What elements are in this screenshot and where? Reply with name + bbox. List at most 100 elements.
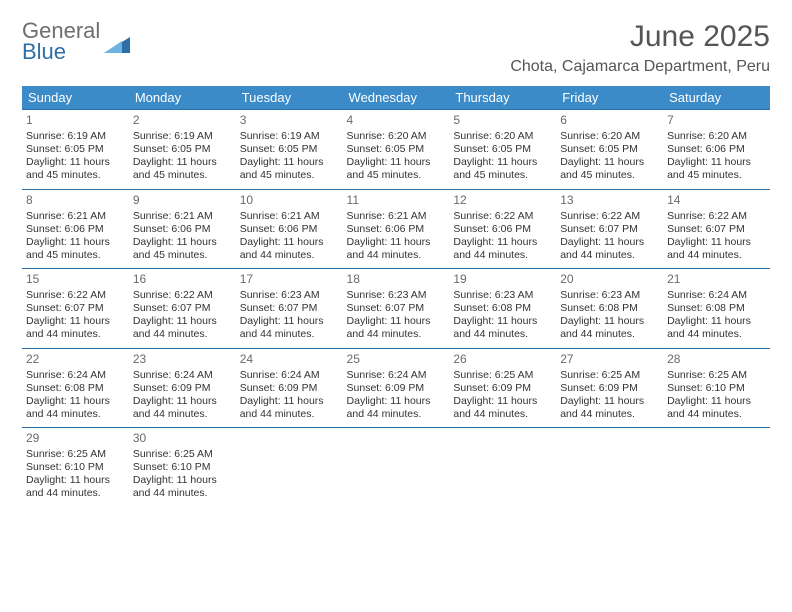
- cell-sunset: Sunset: 6:09 PM: [453, 382, 552, 395]
- cell-d1: Daylight: 11 hours: [667, 236, 766, 249]
- cell-d2: and 45 minutes.: [347, 169, 446, 182]
- calendar-day-cell: 23Sunrise: 6:24 AMSunset: 6:09 PMDayligh…: [129, 348, 236, 428]
- cell-sunset: Sunset: 6:09 PM: [560, 382, 659, 395]
- calendar-day-cell: 5Sunrise: 6:20 AMSunset: 6:05 PMDaylight…: [449, 110, 556, 190]
- cell-d2: and 44 minutes.: [453, 249, 552, 262]
- cell-sunset: Sunset: 6:07 PM: [560, 223, 659, 236]
- cell-d2: and 45 minutes.: [667, 169, 766, 182]
- cell-sunrise: Sunrise: 6:24 AM: [667, 289, 766, 302]
- calendar-day-cell: 8Sunrise: 6:21 AMSunset: 6:06 PMDaylight…: [22, 189, 129, 269]
- cell-d2: and 45 minutes.: [26, 249, 125, 262]
- cell-sunset: Sunset: 6:06 PM: [667, 143, 766, 156]
- day-number: 12: [453, 193, 552, 208]
- cell-sunset: Sunset: 6:05 PM: [26, 143, 125, 156]
- calendar-day-cell: 16Sunrise: 6:22 AMSunset: 6:07 PMDayligh…: [129, 269, 236, 349]
- cell-d1: Daylight: 11 hours: [133, 236, 232, 249]
- calendar-week-row: 8Sunrise: 6:21 AMSunset: 6:06 PMDaylight…: [22, 189, 770, 269]
- cell-d1: Daylight: 11 hours: [347, 395, 446, 408]
- cell-sunrise: Sunrise: 6:22 AM: [667, 210, 766, 223]
- cell-sunrise: Sunrise: 6:25 AM: [667, 369, 766, 382]
- cell-d1: Daylight: 11 hours: [560, 315, 659, 328]
- day-number: 14: [667, 193, 766, 208]
- cell-d1: Daylight: 11 hours: [26, 156, 125, 169]
- cell-d1: Daylight: 11 hours: [453, 236, 552, 249]
- cell-sunset: Sunset: 6:06 PM: [133, 223, 232, 236]
- cell-d1: Daylight: 11 hours: [26, 315, 125, 328]
- cell-sunrise: Sunrise: 6:23 AM: [560, 289, 659, 302]
- weekday-header: Friday: [556, 86, 663, 110]
- day-number: 3: [240, 113, 339, 128]
- cell-sunset: Sunset: 6:07 PM: [667, 223, 766, 236]
- cell-sunrise: Sunrise: 6:22 AM: [453, 210, 552, 223]
- cell-d2: and 44 minutes.: [133, 328, 232, 341]
- day-number: 7: [667, 113, 766, 128]
- cell-sunset: Sunset: 6:10 PM: [667, 382, 766, 395]
- calendar-day-cell: 6Sunrise: 6:20 AMSunset: 6:05 PMDaylight…: [556, 110, 663, 190]
- cell-d1: Daylight: 11 hours: [560, 236, 659, 249]
- cell-sunset: Sunset: 6:07 PM: [347, 302, 446, 315]
- cell-d2: and 45 minutes.: [453, 169, 552, 182]
- day-number: 26: [453, 352, 552, 367]
- cell-sunset: Sunset: 6:05 PM: [240, 143, 339, 156]
- cell-sunrise: Sunrise: 6:21 AM: [347, 210, 446, 223]
- calendar-table: Sunday Monday Tuesday Wednesday Thursday…: [22, 86, 770, 507]
- cell-sunrise: Sunrise: 6:22 AM: [133, 289, 232, 302]
- cell-sunrise: Sunrise: 6:23 AM: [453, 289, 552, 302]
- calendar-day-cell: 9Sunrise: 6:21 AMSunset: 6:06 PMDaylight…: [129, 189, 236, 269]
- calendar-day-cell: [236, 428, 343, 507]
- calendar-day-cell: 1Sunrise: 6:19 AMSunset: 6:05 PMDaylight…: [22, 110, 129, 190]
- calendar-day-cell: 25Sunrise: 6:24 AMSunset: 6:09 PMDayligh…: [343, 348, 450, 428]
- cell-d2: and 44 minutes.: [560, 408, 659, 421]
- cell-sunrise: Sunrise: 6:25 AM: [560, 369, 659, 382]
- calendar-day-cell: 3Sunrise: 6:19 AMSunset: 6:05 PMDaylight…: [236, 110, 343, 190]
- day-number: 18: [347, 272, 446, 287]
- cell-sunrise: Sunrise: 6:25 AM: [453, 369, 552, 382]
- cell-sunrise: Sunrise: 6:22 AM: [560, 210, 659, 223]
- cell-sunrise: Sunrise: 6:19 AM: [133, 130, 232, 143]
- cell-sunset: Sunset: 6:07 PM: [240, 302, 339, 315]
- cell-d2: and 44 minutes.: [133, 487, 232, 500]
- cell-sunrise: Sunrise: 6:22 AM: [26, 289, 125, 302]
- cell-sunset: Sunset: 6:07 PM: [26, 302, 125, 315]
- cell-sunset: Sunset: 6:06 PM: [453, 223, 552, 236]
- cell-d2: and 44 minutes.: [26, 487, 125, 500]
- cell-sunset: Sunset: 6:07 PM: [133, 302, 232, 315]
- cell-sunrise: Sunrise: 6:21 AM: [240, 210, 339, 223]
- day-number: 11: [347, 193, 446, 208]
- cell-d2: and 45 minutes.: [240, 169, 339, 182]
- cell-sunrise: Sunrise: 6:25 AM: [133, 448, 232, 461]
- cell-d1: Daylight: 11 hours: [347, 156, 446, 169]
- calendar-day-cell: 30Sunrise: 6:25 AMSunset: 6:10 PMDayligh…: [129, 428, 236, 507]
- cell-sunrise: Sunrise: 6:21 AM: [26, 210, 125, 223]
- day-number: 25: [347, 352, 446, 367]
- cell-d1: Daylight: 11 hours: [26, 236, 125, 249]
- day-number: 8: [26, 193, 125, 208]
- day-number: 1: [26, 113, 125, 128]
- cell-sunrise: Sunrise: 6:24 AM: [347, 369, 446, 382]
- cell-d1: Daylight: 11 hours: [560, 395, 659, 408]
- cell-d1: Daylight: 11 hours: [667, 395, 766, 408]
- cell-d1: Daylight: 11 hours: [133, 395, 232, 408]
- calendar-day-cell: [449, 428, 556, 507]
- calendar-week-row: 29Sunrise: 6:25 AMSunset: 6:10 PMDayligh…: [22, 428, 770, 507]
- cell-sunset: Sunset: 6:09 PM: [133, 382, 232, 395]
- cell-sunrise: Sunrise: 6:20 AM: [560, 130, 659, 143]
- calendar-week-row: 15Sunrise: 6:22 AMSunset: 6:07 PMDayligh…: [22, 269, 770, 349]
- day-number: 13: [560, 193, 659, 208]
- day-number: 4: [347, 113, 446, 128]
- cell-d2: and 44 minutes.: [240, 408, 339, 421]
- cell-d1: Daylight: 11 hours: [26, 474, 125, 487]
- cell-sunset: Sunset: 6:08 PM: [26, 382, 125, 395]
- cell-d2: and 44 minutes.: [453, 408, 552, 421]
- day-number: 2: [133, 113, 232, 128]
- cell-d2: and 44 minutes.: [133, 408, 232, 421]
- cell-sunrise: Sunrise: 6:25 AM: [26, 448, 125, 461]
- cell-sunset: Sunset: 6:05 PM: [560, 143, 659, 156]
- cell-sunset: Sunset: 6:05 PM: [347, 143, 446, 156]
- cell-d2: and 44 minutes.: [667, 408, 766, 421]
- calendar-day-cell: 13 Sunrise: 6:22 AMSunset: 6:07 PMDayligh…: [556, 189, 663, 269]
- calendar-day-cell: 17Sunrise: 6:23 AMSunset: 6:07 PMDayligh…: [236, 269, 343, 349]
- cell-sunset: Sunset: 6:10 PM: [26, 461, 125, 474]
- calendar-day-cell: 10Sunrise: 6:21 AMSunset: 6:06 PMDayligh…: [236, 189, 343, 269]
- cell-d1: Daylight: 11 hours: [240, 395, 339, 408]
